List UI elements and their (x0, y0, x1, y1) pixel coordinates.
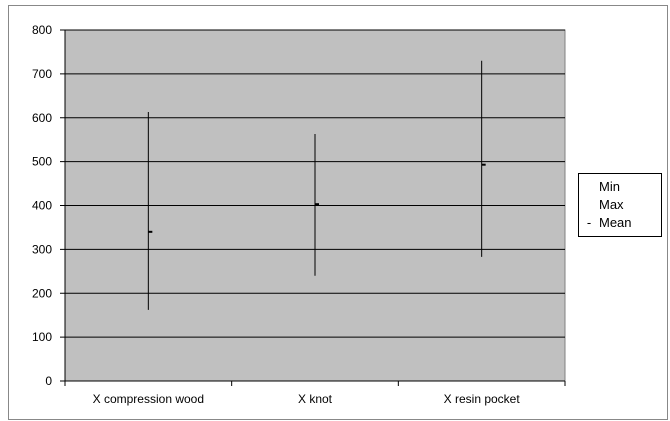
y-tick-label-0: 0 (45, 374, 52, 388)
y-tick-label-400: 400 (32, 199, 52, 213)
x-tick-label-1: X knot (298, 392, 333, 406)
legend-item-min: Min (579, 178, 661, 196)
legend-marker-min (579, 178, 599, 196)
y-tick-label-600: 600 (32, 111, 52, 125)
legend-label-mean: Mean (599, 215, 632, 230)
y-tick-label-500: 500 (32, 155, 52, 169)
x-axis: X compression wood X knot X resin pocket (64, 380, 566, 406)
x-tick-label-2: X resin pocket (444, 392, 521, 406)
legend-item-max: Max (579, 196, 661, 214)
legend-item-mean: - Mean (579, 214, 661, 232)
x-tick-label-0: X compression wood (93, 392, 204, 406)
y-axis: 0 100 200 300 400 500 600 700 800 (32, 23, 66, 388)
y-tick-label-300: 300 (32, 242, 52, 256)
y-tick-label-100: 100 (32, 330, 52, 344)
legend-label-max: Max (599, 197, 624, 212)
y-tick-label-200: 200 (32, 286, 52, 300)
y-tick-label-800: 800 (32, 23, 52, 37)
legend-label-min: Min (599, 179, 620, 194)
y-tick-label-700: 700 (32, 67, 52, 81)
data-marks (147, 60, 486, 310)
legend-marker-max (579, 196, 599, 214)
legend: Min Max - Mean (578, 173, 662, 237)
legend-marker-mean: - (586, 215, 592, 230)
